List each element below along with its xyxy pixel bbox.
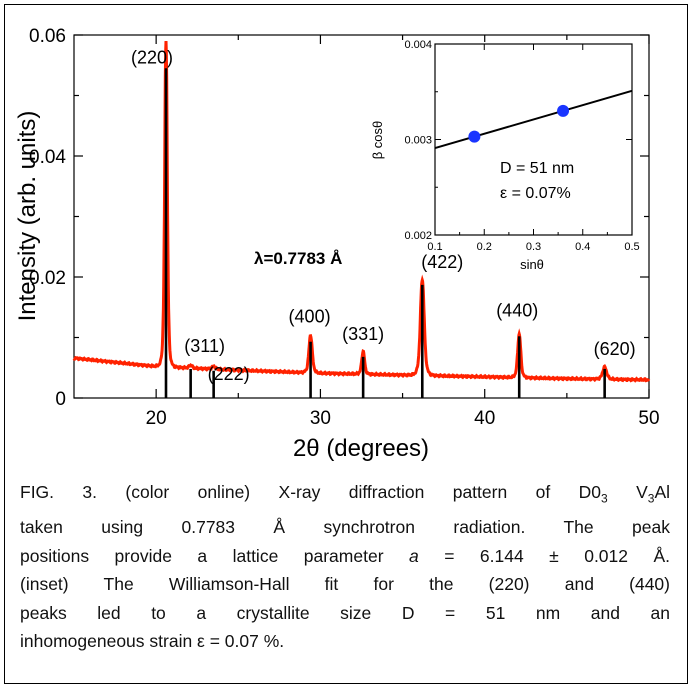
inset-x-tick-label: 0.4 xyxy=(575,241,590,253)
caption-line: inhomogeneous strain ε = 0.07 %. xyxy=(20,631,285,651)
reference-peaks xyxy=(164,68,606,398)
inset-y-tick-label: 0.002 xyxy=(404,230,432,242)
caption-line: positions provide a lattice parameter a … xyxy=(20,545,670,566)
peak-label: (220) xyxy=(131,47,173,67)
peak-label: (331) xyxy=(342,324,384,344)
inset-annotation-size: D = 51 nm xyxy=(500,160,574,177)
peak-label: (620) xyxy=(594,339,636,359)
wavelength-annotation: λ=0.7783 Å xyxy=(254,249,342,268)
main-y-tick-label: 0.02 xyxy=(29,268,66,289)
main-x-tick-label: 50 xyxy=(638,408,659,429)
inset-data-point xyxy=(468,130,481,143)
peak-label: (440) xyxy=(496,300,538,320)
inset-points xyxy=(468,104,570,143)
peak-label: (422) xyxy=(421,252,463,272)
inset-x-tick-label: 0.3 xyxy=(526,241,541,253)
inset-x-tick-label: 0.2 xyxy=(477,241,492,253)
inset-data-point xyxy=(557,104,570,117)
peak-label: (222) xyxy=(208,364,250,384)
williamson-hall-fit-line xyxy=(434,89,633,150)
inset-x-tick-label: 0.1 xyxy=(427,241,442,253)
main-y-tick-label: 0.06 xyxy=(29,26,66,47)
y-axis-label: Intensity (arb. units) xyxy=(14,111,41,322)
main-y-tick-label: 0.04 xyxy=(29,147,66,168)
peak-label: (400) xyxy=(289,307,331,327)
x-axis-label: 2θ (degrees) xyxy=(293,435,429,462)
inset-x-tick-label: 0.5 xyxy=(624,241,639,253)
main-plot: 20 30 40 50 0 0.02 0.04 0.06 (220) (311) (222) (4… xyxy=(14,26,660,462)
inset-y-axis-label: β cosθ xyxy=(370,121,385,160)
main-x-tick-label: 30 xyxy=(310,408,331,429)
caption-line: FIG. 3. (color online) X-ray diffraction… xyxy=(20,482,670,506)
inset-x-axis-label: sinθ xyxy=(520,257,544,272)
inset-y-tick-label: 0.003 xyxy=(404,135,432,147)
peak-labels: (220) (311) (222) (400) (331) (422) (440) (620) xyxy=(131,47,636,384)
peak-label: (311) xyxy=(184,336,225,356)
caption-line: (inset) The Williamson-Hall fit for the … xyxy=(20,574,670,594)
xrd-pattern-line xyxy=(72,41,651,383)
figure-frame xyxy=(4,4,688,684)
xrd-chart: 20 30 40 50 0 0.02 0.04 0.06 (220) (311) (222) (4… xyxy=(14,26,660,462)
main-y-ticks: 0 0.02 0.04 0.06 xyxy=(29,26,649,410)
inset-y-ticks: 0.002 0.003 0.004 xyxy=(404,39,632,242)
caption-line: taken using 0.7783 Å synchrotron radiati… xyxy=(20,517,670,537)
inset-y-tick-label: 0.004 xyxy=(404,39,432,51)
inset-x-ticks: 0.1 0.2 0.3 0.4 0.5 xyxy=(427,44,640,253)
main-x-tick-label: 40 xyxy=(474,408,495,429)
inset-plot: 0.1 0.2 0.3 0.4 0.5 0.002 0.003 0.004 D = 51 n… xyxy=(370,39,640,272)
inset-annotation-strain: ε = 0.07% xyxy=(500,185,571,202)
main-y-tick-label: 0 xyxy=(55,389,66,410)
caption-line: peaks led to a crystallite size D = 51 n… xyxy=(20,602,670,623)
main-x-tick-label: 20 xyxy=(146,408,167,429)
figure-caption: FIG. 3. (color online) X-ray diffraction… xyxy=(20,478,670,656)
